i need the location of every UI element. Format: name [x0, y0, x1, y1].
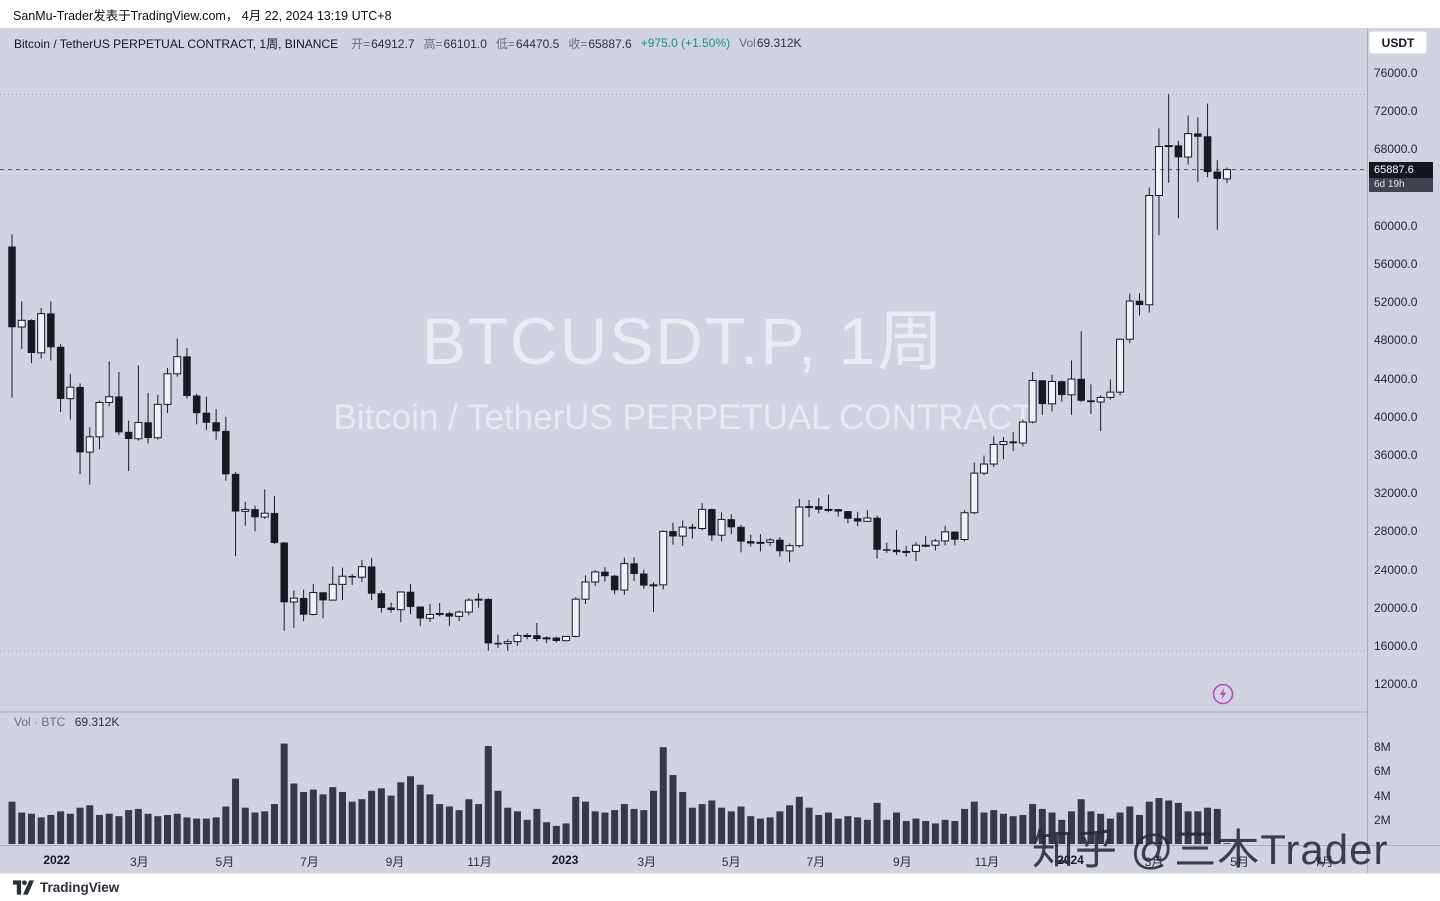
time-axis-label: 7月 — [1314, 855, 1334, 869]
time-axis-label: 2022 — [43, 853, 71, 867]
price-axis-label: 52000.0 — [1374, 295, 1418, 310]
time-axis-label: 7月 — [806, 855, 826, 869]
time-axis[interactable]: 2022 3月 5月 7月 9月 11月 2023 3月 5月 7月 9月 11月 2024 3月 5月 7月 — [0, 845, 1440, 873]
price-axis-label: 76000.0 — [1374, 66, 1418, 80]
time-axis-label: 9月 — [893, 855, 912, 869]
time-axis-label: 11月 — [974, 855, 1000, 869]
close-label: 收= — [568, 36, 588, 51]
time-axis-label: 7月 — [300, 855, 319, 869]
candles-layer — [8, 94, 1231, 651]
time-axis-label: 2024 — [1057, 853, 1084, 867]
volume-axis-label: 8M — [1374, 740, 1391, 755]
attribution-text: SanMu-Trader发表于TradingView.com， 4月 22, 2… — [13, 8, 392, 23]
symbol-legend: Bitcoin / TetherUS PERPETUAL CONTRACT, 1… — [14, 33, 802, 53]
tradingview-brand-text[interactable]: TradingView — [40, 880, 120, 895]
volume-value: 69.312K — [756, 36, 802, 50]
boost-lightning-icon[interactable] — [1211, 682, 1235, 706]
low-value: 64470.5 — [515, 36, 560, 51]
volume-layer — [8, 743, 1231, 844]
volume-pane-legend: Vol · BTC 69.312K — [14, 715, 119, 729]
price-axis-label: 20000.0 — [1374, 600, 1418, 615]
time-axis-label: 5月 — [1230, 855, 1249, 869]
volume-axis-label: 2M — [1374, 812, 1391, 827]
price-axis-label: 56000.0 — [1374, 256, 1418, 271]
volume-label: Vol — [739, 36, 756, 50]
last-price-value: 65887.6 — [1369, 161, 1433, 178]
close-value: 65887.6 — [588, 36, 632, 51]
time-axis-label: 5月 — [721, 855, 741, 869]
chart-area: BTCUSDT.P, 1周 Bitcoin / TetherUS PERPETU… — [0, 28, 1440, 873]
chart-watermark-subtitle: Bitcoin / TetherUS PERPETUAL CONTRACT — [333, 398, 1034, 437]
price-axis-label: 28000.0 — [1374, 524, 1418, 539]
footer-bar: TradingView — [0, 873, 1440, 901]
volume-axis-label: 6M — [1374, 764, 1391, 779]
time-axis-label: 5月 — [215, 855, 235, 869]
price-axis-label: 72000.0 — [1374, 104, 1418, 119]
price-axis-label: 48000.0 — [1374, 333, 1418, 348]
price-axis-label: 12000.0 — [1374, 677, 1418, 692]
volume-pane-value: 69.312K — [74, 715, 120, 729]
price-axis-label: 44000.0 — [1374, 371, 1418, 386]
tradingview-logo-icon[interactable] — [13, 880, 34, 895]
price-change: +975.0 (+1.50%) — [640, 36, 731, 50]
high-value: 66101.0 — [443, 36, 487, 51]
open-value: 64912.7 — [371, 36, 415, 51]
currency-toggle-button[interactable]: USDT — [1369, 31, 1427, 54]
price-axis-label: 16000.0 — [1374, 638, 1418, 653]
last-price-badge: 65887.6 6d 19h — [1369, 161, 1433, 192]
low-label: 低= — [495, 36, 515, 51]
price-axis-label: 24000.0 — [1374, 562, 1418, 577]
price-axis[interactable]: 65887.6 6d 19h 76000.0 72000.0 68000.0 6000… — [1367, 28, 1440, 873]
price-axis-label: 60000.0 — [1374, 218, 1418, 233]
price-axis-label: 40000.0 — [1374, 409, 1418, 424]
time-axis-label: 11月 — [467, 855, 492, 869]
price-axis-label: 36000.0 — [1374, 447, 1418, 462]
price-axis-label: 68000.0 — [1374, 142, 1418, 157]
price-axis-label: 32000.0 — [1374, 486, 1418, 501]
candle-countdown: 6d 19h — [1369, 177, 1433, 192]
open-label: 开= — [351, 36, 371, 51]
time-axis-label: 3月 — [1144, 855, 1164, 869]
high-label: 高= — [423, 36, 443, 51]
time-axis-label: 3月 — [129, 855, 149, 869]
time-axis-label: 3月 — [637, 855, 657, 869]
zhihu-author-watermark: 知乎 @三木Trader — [1032, 826, 1389, 873]
chart-watermark-title: BTCUSDT.P, 1周 — [421, 304, 946, 378]
candlestick-chart[interactable] — [0, 28, 1367, 873]
time-axis-label: 2023 — [551, 853, 579, 867]
attribution-bar: SanMu-Trader发表于TradingView.com， 4月 22, 2… — [0, 0, 1440, 28]
volume-pane-label: Vol · BTC — [14, 715, 66, 729]
time-axis-label: 9月 — [385, 855, 405, 869]
symbol-title: Bitcoin / TetherUS PERPETUAL CONTRACT, 1… — [14, 36, 339, 51]
volume-axis-label: 4M — [1374, 788, 1391, 803]
